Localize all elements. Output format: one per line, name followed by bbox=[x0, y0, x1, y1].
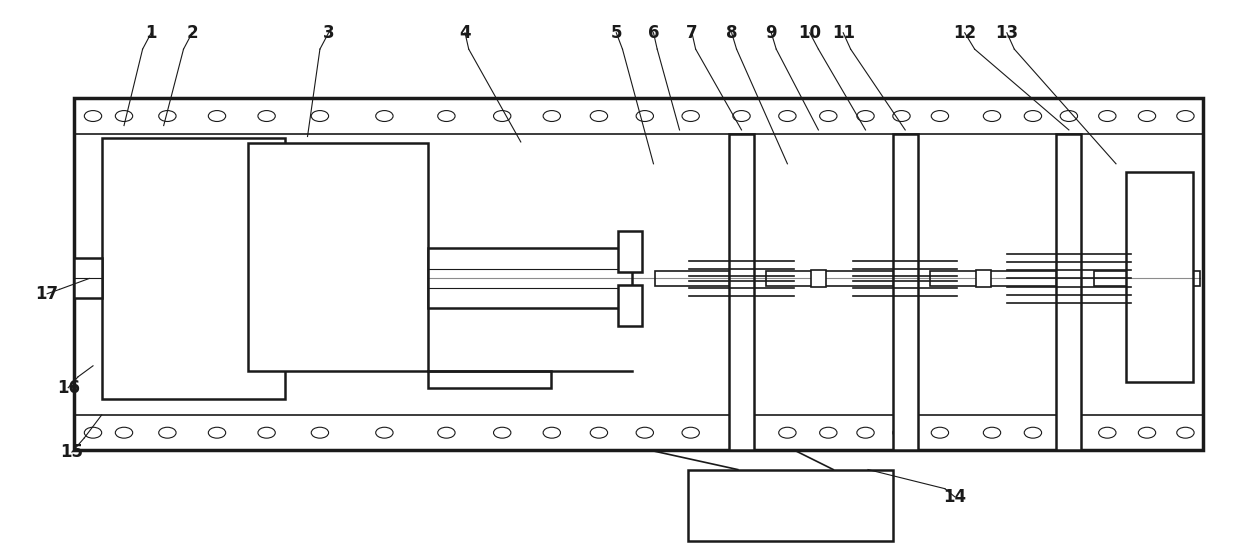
Text: 12: 12 bbox=[954, 24, 976, 41]
Text: 5: 5 bbox=[610, 24, 622, 41]
Bar bbox=[618, 231, 642, 272]
Bar bbox=[102, 138, 285, 399]
Text: 8: 8 bbox=[725, 24, 738, 41]
Bar bbox=[74, 98, 1203, 450]
Bar bbox=[74, 258, 102, 298]
Bar bbox=[428, 371, 551, 388]
Text: 16: 16 bbox=[57, 379, 79, 396]
Bar bbox=[1094, 271, 1200, 286]
Text: 15: 15 bbox=[61, 443, 83, 461]
Bar bbox=[1056, 134, 1081, 450]
Text: 11: 11 bbox=[832, 24, 854, 41]
Text: 4: 4 bbox=[459, 24, 471, 41]
Text: 3: 3 bbox=[322, 24, 335, 41]
Bar bbox=[248, 143, 428, 371]
Bar bbox=[618, 285, 642, 327]
Bar bbox=[655, 271, 729, 286]
Bar bbox=[976, 270, 991, 287]
Text: 2: 2 bbox=[186, 24, 198, 41]
Bar bbox=[428, 248, 632, 308]
Text: 6: 6 bbox=[647, 24, 660, 41]
Text: 14: 14 bbox=[944, 488, 966, 506]
Bar bbox=[930, 271, 1056, 286]
Bar bbox=[766, 271, 893, 286]
Bar bbox=[688, 470, 893, 541]
Bar bbox=[893, 134, 918, 450]
Text: 10: 10 bbox=[799, 24, 821, 41]
Text: 13: 13 bbox=[996, 24, 1018, 41]
Text: 9: 9 bbox=[765, 24, 777, 41]
Text: 1: 1 bbox=[145, 24, 157, 41]
Text: 17: 17 bbox=[36, 285, 58, 302]
Text: 7: 7 bbox=[686, 24, 698, 41]
Bar bbox=[1126, 172, 1193, 382]
Bar bbox=[729, 134, 754, 450]
Bar bbox=[811, 270, 826, 287]
